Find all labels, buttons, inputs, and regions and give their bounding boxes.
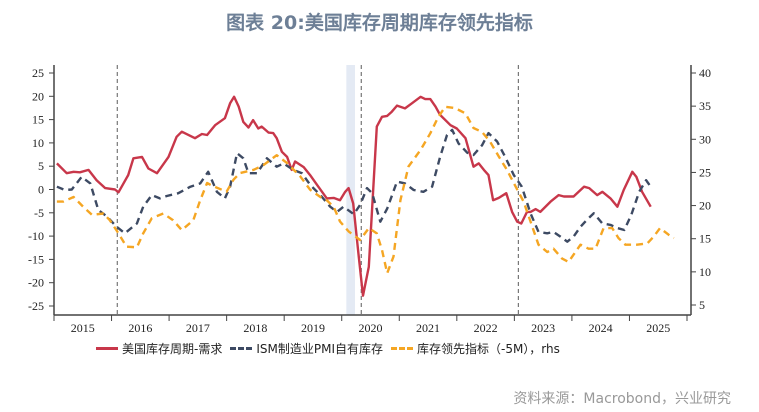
source-note: 资料来源：Macrobond，兴业研究: [513, 391, 731, 407]
legend-label: ISM制造业PMI自有库存: [256, 342, 383, 356]
series-line-2: [56, 105, 675, 275]
x-tick-label: 2015: [71, 321, 95, 335]
chart-title: 图表 20:美国库存周期库存领先指标: [226, 12, 533, 34]
right-tick-label: 5: [699, 298, 705, 312]
left-tick-label: -5: [34, 206, 44, 220]
left-tick-label: 15: [32, 113, 44, 127]
legend-item-leading: 库存领先指标（-5M），rhs: [390, 340, 560, 357]
legend-label: 库存领先指标（-5M），rhs: [416, 342, 560, 356]
left-tick-label: 25: [32, 66, 44, 80]
x-tick-label: 2020: [359, 321, 383, 335]
right-tick-label: 15: [699, 232, 711, 246]
x-tick-label: 2019: [301, 321, 325, 335]
right-tick-label: 40: [699, 66, 711, 80]
x-tick-label: 2017: [186, 321, 210, 335]
x-tick-label: 2016: [128, 321, 152, 335]
left-tick-label: -10: [28, 229, 44, 243]
legend-swatch-orange: [390, 347, 413, 350]
x-tick-label: 2022: [474, 321, 498, 335]
right-tick-label: 30: [699, 132, 711, 146]
right-tick-label: 10: [699, 265, 711, 279]
left-tick-label: -15: [28, 252, 44, 266]
series-line-1: [56, 128, 652, 243]
x-tick-label: 2024: [589, 321, 613, 335]
x-tick-label: 2021: [416, 321, 440, 335]
series-line-0: [56, 95, 652, 297]
right-tick-label: 35: [699, 99, 711, 113]
left-tick-label: -25: [28, 299, 44, 313]
left-tick-label: 5: [38, 159, 44, 173]
left-tick-label: 10: [32, 136, 44, 150]
legend: 美国库存周期-需求 ISM制造业PMI自有库存 库存领先指标（-5M），rhs: [96, 340, 560, 357]
x-tick-label: 2025: [646, 321, 670, 335]
legend-label: 美国库存周期-需求: [122, 342, 223, 356]
shaded-period: [346, 65, 355, 315]
legend-item-demand: 美国库存周期-需求: [96, 340, 222, 357]
x-tick-label: 2023: [531, 321, 555, 335]
legend-swatch-red: [96, 347, 118, 350]
right-tick-label: 20: [699, 199, 711, 213]
legend-swatch-blue: [230, 347, 253, 350]
right-tick-label: 25: [699, 165, 711, 179]
left-tick-label: 20: [32, 89, 44, 103]
left-tick-label: -20: [28, 276, 44, 290]
x-tick-label: 2018: [243, 321, 267, 335]
legend-item-ism: ISM制造业PMI自有库存: [230, 340, 383, 357]
left-tick-label: 0: [38, 183, 44, 197]
